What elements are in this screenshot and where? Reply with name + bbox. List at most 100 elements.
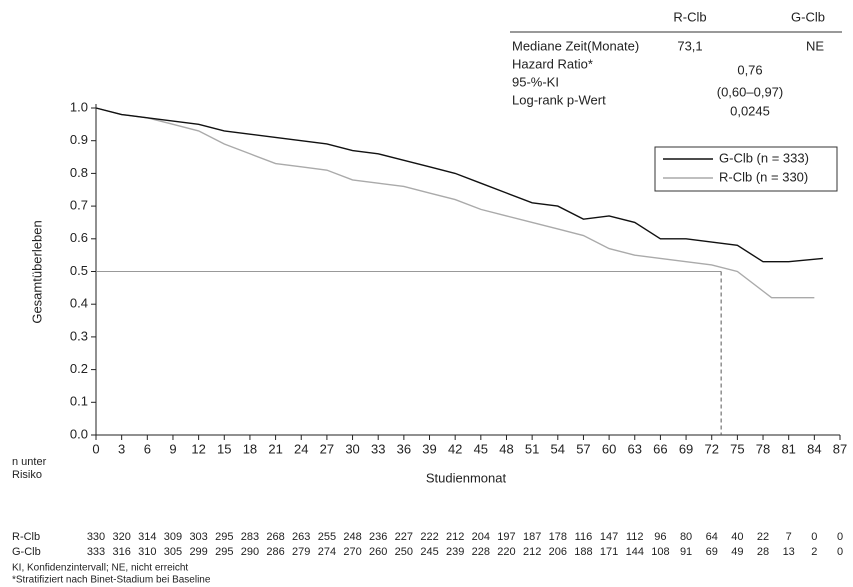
survival-curve bbox=[95, 107, 823, 263]
risk-count: 333 bbox=[87, 546, 105, 558]
x-tick-label: 84 bbox=[807, 441, 821, 456]
y-tick-label: 0.2 bbox=[70, 361, 88, 376]
risk-count: 64 bbox=[706, 531, 718, 543]
x-tick-label: 24 bbox=[294, 441, 308, 456]
risk-count: 290 bbox=[241, 546, 259, 558]
risk-count: 212 bbox=[446, 531, 464, 543]
x-tick-label: 87 bbox=[833, 441, 847, 456]
y-tick-label: 1.0 bbox=[70, 99, 88, 114]
risk-count: 0 bbox=[837, 546, 843, 558]
x-tick-label: 54 bbox=[551, 441, 565, 456]
risk-count: 7 bbox=[786, 531, 792, 543]
risk-count: 108 bbox=[651, 546, 669, 558]
table-value: 0,0245 bbox=[730, 103, 770, 118]
x-tick-label: 57 bbox=[576, 441, 590, 456]
risk-count: 274 bbox=[318, 546, 336, 558]
risk-count: 197 bbox=[497, 531, 515, 543]
y-tick-label: 0.7 bbox=[70, 198, 88, 213]
table-header: G-Clb bbox=[791, 9, 825, 24]
x-tick-label: 69 bbox=[679, 441, 693, 456]
risk-count: 228 bbox=[472, 546, 490, 558]
risk-count: 268 bbox=[266, 531, 284, 543]
risk-count: 96 bbox=[654, 531, 666, 543]
risk-title: Risiko bbox=[12, 469, 42, 481]
risk-count: 144 bbox=[626, 546, 644, 558]
risk-count: 220 bbox=[497, 546, 515, 558]
x-axis-title: Studienmonat bbox=[426, 470, 507, 485]
table-label: Hazard Ratio* bbox=[512, 56, 593, 71]
footnote: KI, Konfidenzintervall; NE, nicht erreic… bbox=[12, 563, 188, 574]
x-tick-label: 48 bbox=[499, 441, 513, 456]
risk-count: 22 bbox=[757, 531, 769, 543]
x-tick-label: 39 bbox=[422, 441, 436, 456]
x-tick-label: 12 bbox=[191, 441, 205, 456]
risk-count: 188 bbox=[574, 546, 592, 558]
risk-count: 263 bbox=[292, 531, 310, 543]
x-tick-label: 36 bbox=[397, 441, 411, 456]
risk-count: 91 bbox=[680, 546, 692, 558]
risk-count: 303 bbox=[189, 531, 207, 543]
risk-count: 40 bbox=[731, 531, 743, 543]
risk-count: 49 bbox=[731, 546, 743, 558]
x-tick-label: 15 bbox=[217, 441, 231, 456]
y-tick-label: 0.4 bbox=[70, 296, 88, 311]
risk-count: 80 bbox=[680, 531, 692, 543]
x-tick-label: 18 bbox=[243, 441, 257, 456]
y-tick-label: 0.6 bbox=[70, 230, 88, 245]
x-tick-label: 51 bbox=[525, 441, 539, 456]
risk-count: 187 bbox=[523, 531, 541, 543]
table-header: R-Clb bbox=[673, 9, 706, 24]
risk-count: 255 bbox=[318, 531, 336, 543]
x-tick-label: 3 bbox=[118, 441, 125, 456]
risk-count: 245 bbox=[420, 546, 438, 558]
x-tick-label: 75 bbox=[730, 441, 744, 456]
risk-count: 222 bbox=[420, 531, 438, 543]
risk-count: 28 bbox=[757, 546, 769, 558]
risk-row-label: R-Clb bbox=[12, 531, 40, 543]
risk-count: 0 bbox=[837, 531, 843, 543]
y-tick-label: 0.3 bbox=[70, 328, 88, 343]
footnote: *Stratifiziert nach Binet-Stadium bei Ba… bbox=[12, 575, 211, 586]
x-tick-label: 27 bbox=[320, 441, 334, 456]
risk-count: 305 bbox=[164, 546, 182, 558]
x-tick-label: 60 bbox=[602, 441, 616, 456]
survival-curve bbox=[95, 107, 815, 299]
x-tick-label: 30 bbox=[345, 441, 359, 456]
y-tick-label: 0.1 bbox=[70, 394, 88, 409]
y-axis-title: Gesamtüberleben bbox=[29, 220, 44, 323]
risk-count: 0 bbox=[811, 531, 817, 543]
x-tick-label: 66 bbox=[653, 441, 667, 456]
risk-count: 295 bbox=[215, 531, 233, 543]
x-tick-label: 0 bbox=[92, 441, 99, 456]
x-tick-label: 6 bbox=[144, 441, 151, 456]
risk-count: 299 bbox=[189, 546, 207, 558]
table-value: 73,1 bbox=[677, 38, 702, 53]
y-tick-label: 0.0 bbox=[70, 426, 88, 441]
risk-count: 13 bbox=[783, 546, 795, 558]
risk-count: 171 bbox=[600, 546, 618, 558]
table-label: 95-%-KI bbox=[512, 74, 559, 89]
x-tick-label: 63 bbox=[628, 441, 642, 456]
risk-count: 112 bbox=[626, 531, 644, 543]
y-tick-label: 0.9 bbox=[70, 132, 88, 147]
y-tick-label: 0.5 bbox=[70, 263, 88, 278]
risk-count: 239 bbox=[446, 546, 464, 558]
risk-count: 330 bbox=[87, 531, 105, 543]
risk-count: 116 bbox=[575, 531, 593, 543]
x-tick-label: 21 bbox=[268, 441, 282, 456]
risk-count: 206 bbox=[549, 546, 567, 558]
x-tick-label: 81 bbox=[781, 441, 795, 456]
table-label: Mediane Zeit(Monate) bbox=[512, 38, 639, 53]
table-value: 0,76 bbox=[737, 62, 762, 77]
legend-label: R-Clb (n = 330) bbox=[719, 169, 808, 184]
x-tick-label: 45 bbox=[474, 441, 488, 456]
risk-count: 314 bbox=[138, 531, 156, 543]
risk-count: 320 bbox=[112, 531, 130, 543]
risk-count: 147 bbox=[600, 531, 618, 543]
risk-count: 270 bbox=[343, 546, 361, 558]
x-tick-label: 78 bbox=[756, 441, 770, 456]
risk-count: 178 bbox=[549, 531, 567, 543]
risk-count: 236 bbox=[369, 531, 387, 543]
risk-count: 309 bbox=[164, 531, 182, 543]
